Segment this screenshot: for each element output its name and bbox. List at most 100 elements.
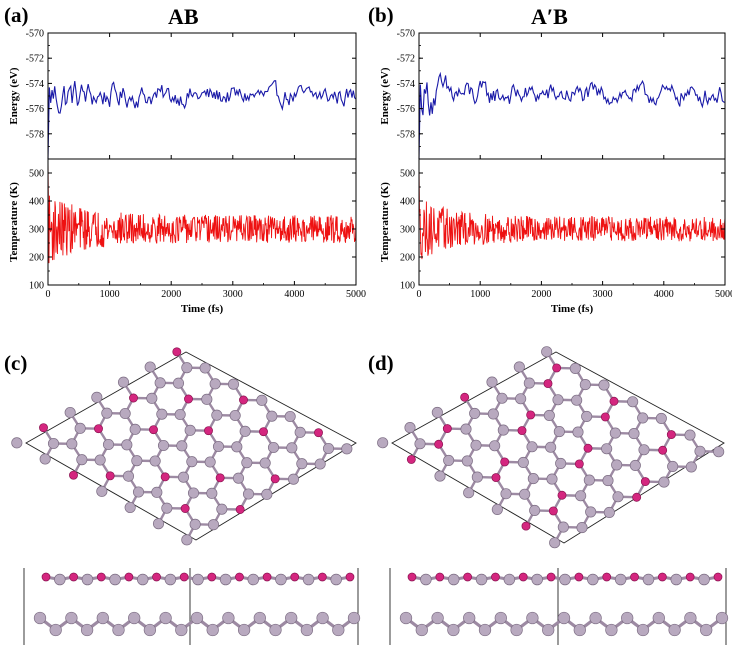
atom-dark [160,472,170,482]
atom-dark [345,572,355,582]
atom-light [164,573,177,586]
atom-light [541,346,553,358]
atom-light [555,457,567,469]
atom-light [496,392,508,404]
atom-light [189,518,201,530]
atom-light [316,611,329,625]
y-tick-label: -578 [26,129,44,140]
atom-light [242,488,255,500]
subplot-temperature: 100 200 300 400 500 Temperature (K) [379,164,726,292]
y-tick-label: -574 [397,79,415,90]
atom-dark [290,572,300,582]
atom-light [494,611,507,625]
atom-light [447,573,460,586]
atom-dark [259,427,268,437]
atom-light [589,611,602,625]
y-axis-label-energy: Energy (eV) [379,67,391,124]
atom-light [152,518,165,530]
atom-light [461,455,473,467]
atom-light [571,394,583,406]
atom-light [475,573,488,586]
atom-light [513,361,525,373]
atom-light [156,408,168,420]
series-line-temperature [47,158,357,264]
atom-dark [152,572,161,582]
atom-light [478,623,492,637]
atom-light [487,408,499,420]
side-view-d [389,568,729,645]
y-tick-label: 400 [400,197,415,208]
atom-light [216,503,228,515]
atom-light [377,437,389,449]
atom-light [583,474,595,486]
atom-light [463,611,476,625]
atom-light [294,426,306,438]
atom-light [184,424,196,436]
atom-light [186,456,198,468]
atom-light [510,623,523,637]
atom-light [529,504,541,516]
atom-light [102,438,115,451]
unit-cell-outline [391,351,725,544]
atom-light [431,611,444,625]
atom-light [151,486,163,498]
atom-light [76,454,88,466]
atom-light [447,623,460,637]
atom-light [579,379,591,391]
series-line-temperature [418,164,726,260]
top-view-d [377,346,725,549]
atom-light [96,485,108,497]
atom-light [515,393,527,405]
atom-light [585,506,597,518]
x-tick-label: 5000 [715,289,732,300]
atom-light [119,407,131,420]
atom-light [222,611,235,625]
atom-dark [239,395,248,405]
atom-light [190,611,204,625]
atom-dark [179,572,189,582]
atom-light [491,503,503,515]
x-tick-label: 5000 [346,289,366,300]
panel-title-b: A′B [531,4,568,29]
atom-dark [630,572,639,582]
atom-light [715,611,729,625]
atom-dark [235,505,245,514]
atom-light [204,456,216,468]
y-axis-label-energy: Energy (eV) [8,67,20,124]
atom-dark [526,410,536,420]
y-tick-label: 200 [29,253,44,264]
series-line-energy [47,80,357,160]
atom-light [227,378,240,390]
atom-dark [609,396,619,406]
bonds [408,350,720,544]
atom-light [605,623,618,637]
atom-dark [235,572,244,582]
top-view-c [11,347,357,546]
x-tick-label: 4000 [654,289,674,300]
y-tick-label: 100 [29,281,44,292]
atom-light [207,519,220,531]
atom-light [181,362,193,374]
atom-light [700,623,713,637]
atom-dark [463,572,472,582]
atom-light [523,377,535,389]
atom-dark [552,363,562,373]
atom-dark [500,457,510,467]
atom-dark [105,471,115,481]
atom-dark [215,473,225,483]
atom-light [296,458,308,470]
atom-light [175,623,188,637]
atom-light [434,470,446,482]
atom-dark [96,572,106,582]
atom-light [122,470,135,482]
atom-light [157,439,170,452]
atom-dark [39,423,48,433]
atom-light [557,611,571,625]
atom-dark [543,379,553,389]
atom-light [471,471,483,483]
y-tick-label: -570 [26,29,44,40]
atom-dark [713,572,723,582]
atom-dark [517,426,527,436]
atom-dark [602,572,612,582]
